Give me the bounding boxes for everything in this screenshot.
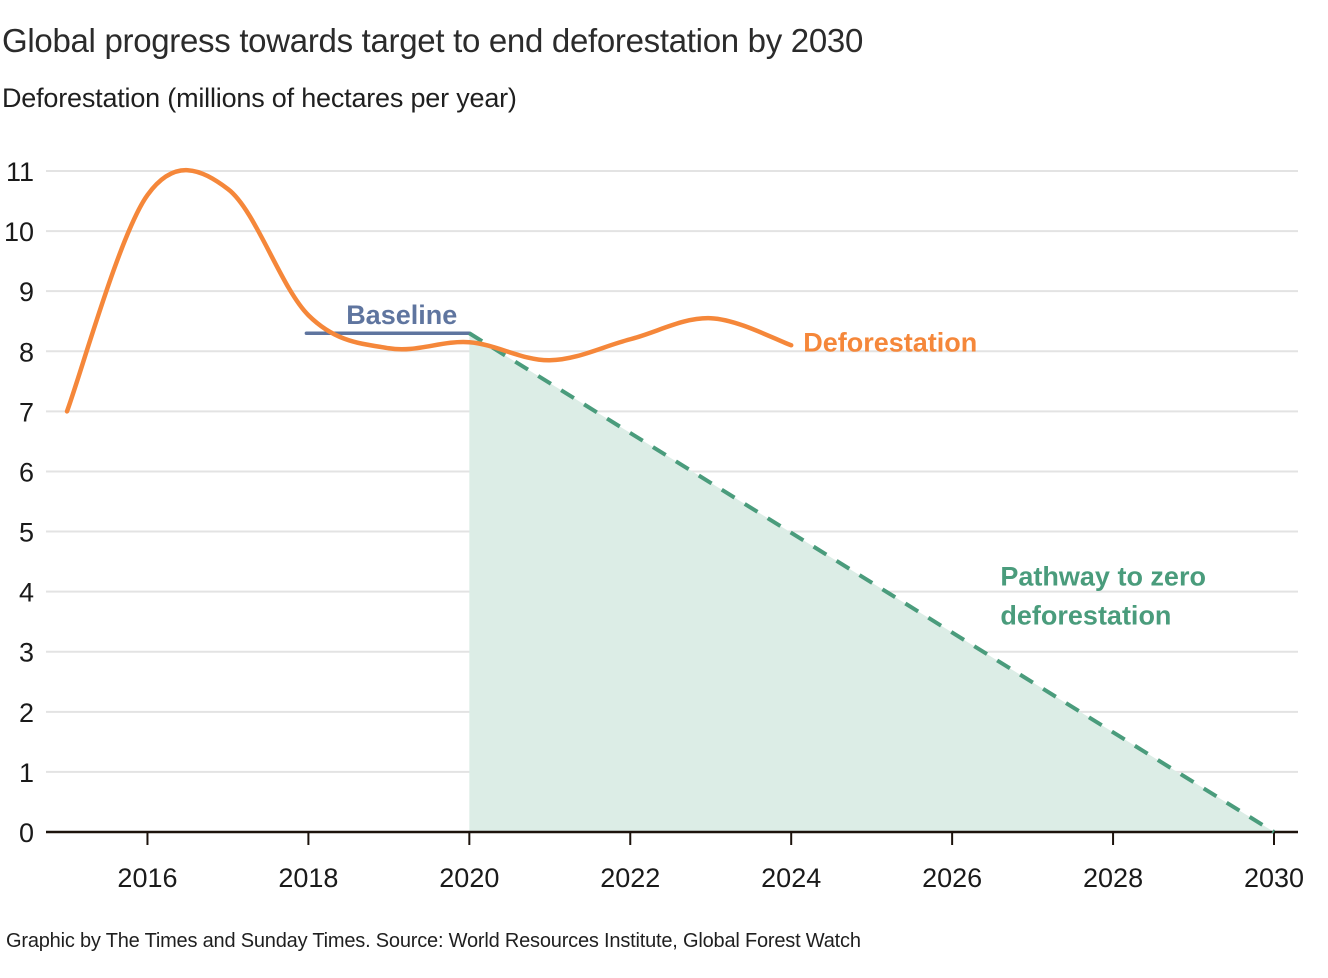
x-tick-label-2030: 2030 (1244, 863, 1304, 893)
y-tick-label-10: 10 (4, 217, 34, 247)
gridlines (46, 170, 1298, 773)
x-tick-label-2024: 2024 (761, 863, 821, 893)
y-tick-label-4: 4 (19, 578, 34, 608)
series-lines (64, 167, 1276, 834)
y-tick-label-2: 2 (19, 698, 34, 728)
x-tick-label-2016: 2016 (117, 863, 177, 893)
x-axis (46, 830, 1298, 845)
deforestation-line (64, 167, 794, 414)
y-tick-label-9: 9 (19, 277, 34, 307)
y-tick-labels: 0 1 2 3 4 5 6 7 8 9 10 11 (4, 157, 34, 848)
pathway-line (468, 331, 1276, 834)
y-tick-label-0: 0 (19, 818, 34, 848)
annotation-label-1: Deforestation (803, 327, 977, 357)
y-tick-label-8: 8 (19, 337, 34, 367)
x-tick-label-2028: 2028 (1083, 863, 1143, 893)
annotation-label-2: Pathway to zero (1000, 562, 1206, 592)
y-axis-title: Deforestation (millions of hectares per … (2, 83, 517, 113)
y-tick-label-3: 3 (19, 638, 34, 668)
chart-title: Global progress towards target to end de… (2, 22, 864, 59)
x-tick-label-2026: 2026 (922, 863, 982, 893)
annotation-label-3: deforestation (1000, 601, 1171, 631)
y-tick-label-1: 1 (19, 758, 34, 788)
y-tick-label-11: 11 (6, 157, 34, 187)
y-tick-label-6: 6 (19, 457, 34, 487)
annotations: Baseline Deforestation Pathway to zero defo… (346, 300, 1206, 630)
x-tick-labels: 2016 2018 2020 2022 2024 2026 2028 2030 (117, 863, 1304, 893)
y-tick-label-5: 5 (19, 518, 34, 548)
y-tick-label-7: 7 (19, 397, 34, 427)
source-credit: Graphic by The Times and Sunday Times. S… (6, 930, 861, 952)
x-tick-label-2018: 2018 (278, 863, 338, 893)
annotation-label-0: Baseline (346, 300, 457, 330)
x-tick-label-2020: 2020 (439, 863, 499, 893)
x-tick-label-2022: 2022 (600, 863, 660, 893)
